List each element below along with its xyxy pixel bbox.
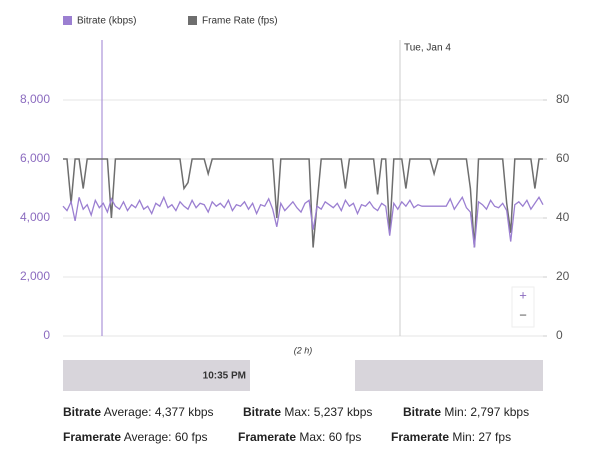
zoom-in[interactable]: + [519,287,527,302]
stat-text: Min: 27 fps [452,430,512,444]
y-tick-label: 0 [43,328,50,342]
navigator-window[interactable] [250,360,355,391]
span-label: (2 h) [294,345,313,355]
legend-swatch [188,16,197,25]
zoom-out[interactable]: − [519,307,527,322]
y2-tick-label: 20 [556,269,570,283]
stat-text: Max: 5,237 kbps [284,405,373,419]
chart: Bitrate (kbps) Frame Rate (fps) 0 2,000 4,… [20,16,570,391]
stat: Framerate Min: 27 fps [391,430,511,444]
stat: Bitrate Min: 2,797 kbps [403,405,529,419]
stat: Framerate Max: 60 fps [238,430,361,444]
legend-label: Bitrate (kbps) [77,16,136,27]
stat-label: Bitrate [243,405,282,419]
y2-tick-label: 40 [556,210,570,224]
y2-tick-label: 80 [556,92,570,106]
stat-label: Framerate [391,430,450,444]
y-tick-label: 8,000 [20,92,50,106]
y-tick-label: 6,000 [20,151,50,165]
stat-text: Average: 4,377 kbps [103,405,214,419]
stat-label: Bitrate [403,405,442,419]
y-tick-label: 2,000 [20,269,50,283]
stat-text: Min: 2,797 kbps [444,405,530,419]
time-label: 10:35 PM [203,371,246,382]
stat-text: Max: 60 fps [299,430,362,444]
stat-label: Framerate [238,430,297,444]
y-tick-label: 4,000 [20,210,50,224]
stat-text: Average: 60 fps [123,430,208,444]
stat-label: Framerate [63,430,122,444]
stat: Bitrate Average: 4,377 kbps [63,405,214,419]
day-label: Tue, Jan 4 [404,43,451,54]
stat: Framerate Average: 60 fps [63,430,208,444]
series-line [63,158,543,248]
stat-label: Bitrate [63,405,102,419]
stat: Bitrate Max: 5,237 kbps [243,405,372,419]
legend-label: Frame Rate (fps) [202,16,278,27]
y2-tick-label: 60 [556,151,570,165]
zoom-box [511,286,535,328]
legend-swatch [63,16,72,25]
series-line [62,195,544,248]
y2-tick-label: 0 [556,328,563,342]
